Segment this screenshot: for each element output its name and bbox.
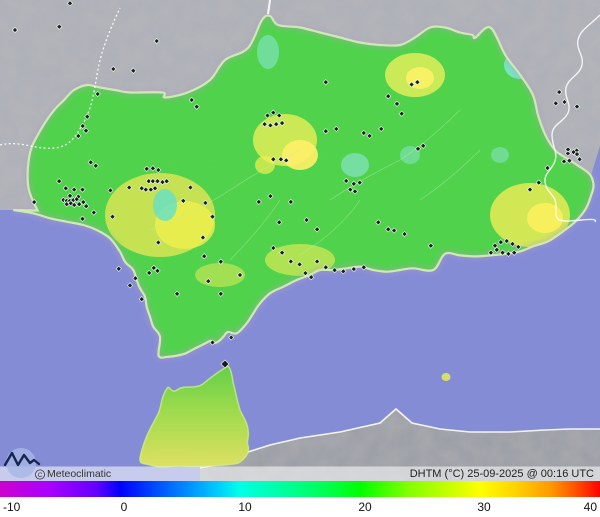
svg-text:DHTM (°C) 25-09-2025 @ 00:16: DHTM (°C) 25-09-2025 @ 00:16 UTC	[410, 468, 594, 480]
svg-text:0: 0	[121, 500, 128, 514]
svg-text:30: 30	[477, 500, 491, 514]
svg-text:10: 10	[238, 500, 252, 514]
svg-text:20: 20	[358, 500, 372, 514]
svg-text:C: C	[38, 472, 43, 479]
svg-text:Meteoclimatic: Meteoclimatic	[47, 468, 111, 480]
svg-text:40: 40	[584, 500, 598, 514]
svg-text:-10: -10	[3, 500, 21, 514]
